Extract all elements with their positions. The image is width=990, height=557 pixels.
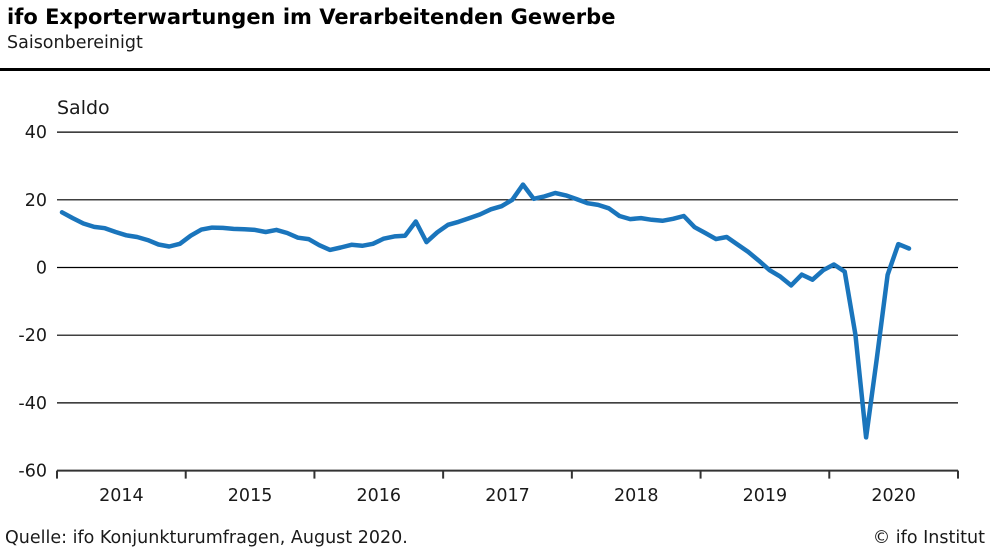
year-label: 2017	[485, 486, 530, 506]
year-label: 2018	[614, 486, 659, 506]
page-title: ifo Exporterwartungen im Verarbeitenden …	[7, 5, 616, 29]
year-label: 2014	[99, 486, 144, 506]
year-label: 2020	[871, 486, 916, 506]
copyright-note: © ifo Institut	[872, 528, 985, 548]
header-divider	[0, 68, 990, 71]
footer: Quelle: ifo Konjunkturumfragen, August 2…	[5, 528, 985, 548]
y-tick-label: -60	[18, 462, 47, 482]
y-tick-label: -40	[18, 394, 47, 414]
source-note: Quelle: ifo Konjunkturumfragen, August 2…	[5, 528, 408, 548]
y-tick-label: 20	[25, 191, 47, 211]
year-label: 2015	[228, 486, 273, 506]
y-tick-label: 0	[36, 259, 47, 279]
y-tick-label: -20	[18, 326, 47, 346]
y-axis-title: Saldo	[57, 97, 110, 119]
page-subtitle: Saisonbereinigt	[7, 33, 143, 53]
series-line	[59, 182, 912, 440]
y-tick-label: 40	[25, 123, 47, 143]
year-label: 2016	[357, 486, 402, 506]
year-label: 2019	[743, 486, 788, 506]
